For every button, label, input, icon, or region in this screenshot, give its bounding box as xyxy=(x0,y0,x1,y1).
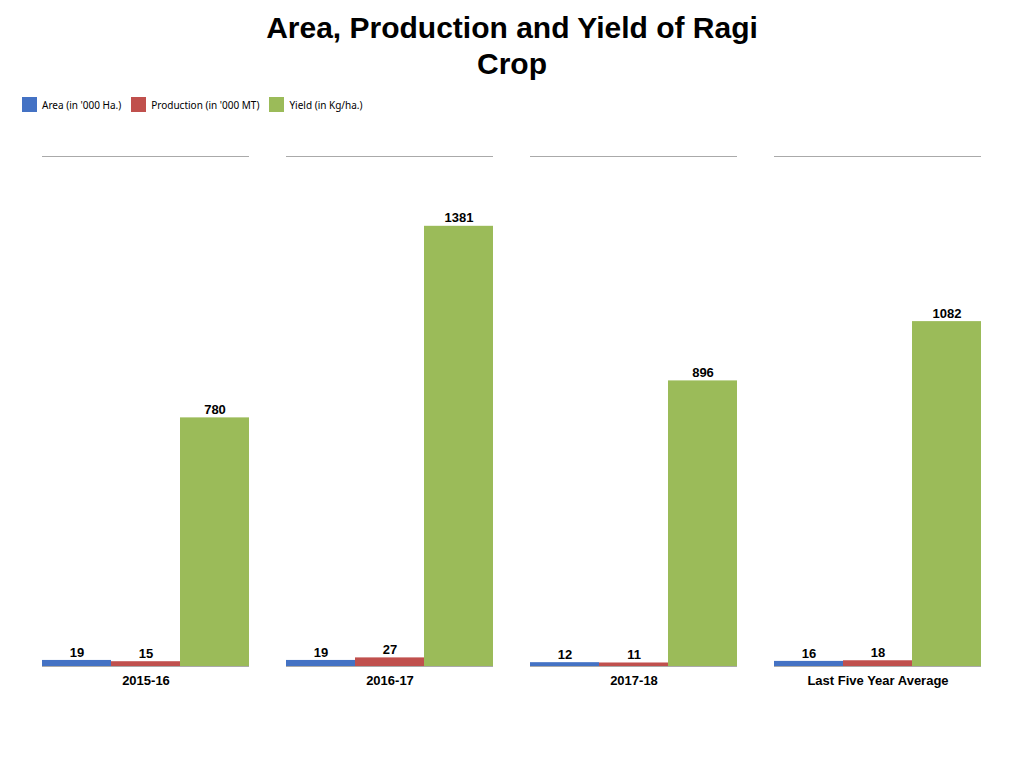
svg-text:16: 16 xyxy=(802,646,816,661)
html-text:Yield (in Kg/ha.): Yield (in Kg/ha.) xyxy=(289,97,363,112)
svg-text:2015-16: 2015-16 xyxy=(122,673,170,688)
svg-text:780: 780 xyxy=(204,402,226,417)
svg-text:12: 12 xyxy=(558,647,572,662)
svg-text:11: 11 xyxy=(627,647,641,662)
svg-text:2016-17: 2016-17 xyxy=(366,673,414,688)
svg-text:19: 19 xyxy=(314,645,328,660)
svg-text:2017-18: 2017-18 xyxy=(610,673,658,688)
svg-text:18: 18 xyxy=(871,645,885,660)
html-text:Production (in '000 MT): Production (in '000 MT) xyxy=(151,97,260,112)
svg-text:27: 27 xyxy=(383,642,397,657)
svg-text:19: 19 xyxy=(70,645,84,660)
svg-text:Last Five Year Average: Last Five Year Average xyxy=(807,673,948,688)
svg-text:1381: 1381 xyxy=(445,210,474,225)
html-text:Area (in '000 Ha.): Area (in '000 Ha.) xyxy=(42,97,122,112)
html-text:Area, Production and Yield of: Area, Production and Yield of Ragi Crop xyxy=(266,11,758,80)
svg-text:1082: 1082 xyxy=(933,306,962,321)
svg-text:15: 15 xyxy=(139,646,153,661)
svg-text:896: 896 xyxy=(692,365,714,380)
